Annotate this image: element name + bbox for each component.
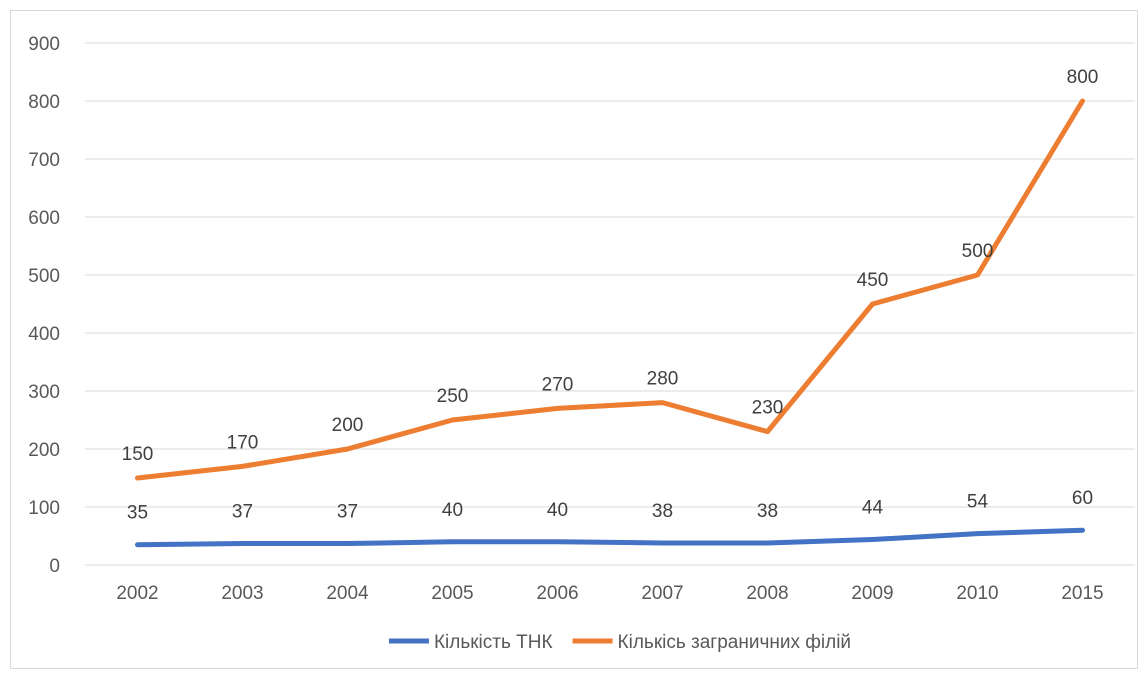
x-tick-label: 2007 (641, 583, 683, 604)
data-label: 250 (437, 386, 469, 407)
data-label: 150 (122, 444, 154, 465)
x-tick-label: 2015 (1061, 583, 1103, 604)
data-label: 38 (652, 501, 673, 522)
series-line-1 (135, 527, 1085, 548)
series-lines (135, 98, 1085, 548)
y-tick-label: 900 (28, 34, 60, 55)
data-label: 500 (962, 241, 994, 262)
y-tick-label: 200 (28, 440, 60, 461)
series-line-2 (135, 98, 1085, 481)
x-tick-label: 2005 (431, 583, 473, 604)
y-tick-label: 600 (28, 208, 60, 229)
x-tick-label: 2003 (221, 583, 263, 604)
data-labels: 35 37 37 40 40 38 38 44 54 60 150 170 200 250 270 280 23… (122, 67, 1099, 524)
y-tick-label: 500 (28, 266, 60, 287)
data-label: 60 (1072, 488, 1093, 509)
data-label: 40 (547, 500, 568, 521)
x-axis-tick-labels: 2002 2003 2004 2005 2006 2007 2008 2009 2010 2015 (116, 583, 1103, 604)
data-label: 44 (862, 497, 884, 518)
data-label: 450 (857, 270, 889, 291)
chart-frame (10, 10, 1138, 669)
x-tick-label: 2006 (536, 583, 578, 604)
data-label: 38 (757, 501, 778, 522)
data-label: 200 (332, 415, 364, 436)
x-tick-label: 2009 (851, 583, 893, 604)
legend-label: Кількісь заграничних філій (618, 632, 852, 653)
x-tick-label: 2004 (326, 583, 369, 604)
data-label: 230 (752, 398, 784, 419)
y-tick-label: 800 (28, 92, 60, 113)
legend: Кількість ТНК Кількісь заграничних філій (388, 632, 852, 653)
y-tick-label: 400 (28, 324, 60, 345)
x-tick-label: 2002 (116, 583, 158, 604)
x-tick-label: 2010 (956, 583, 998, 604)
x-tick-label: 2008 (746, 583, 788, 604)
data-label: 800 (1067, 67, 1099, 88)
data-label: 54 (967, 492, 989, 513)
y-tick-label: 100 (28, 498, 60, 519)
data-label: 37 (337, 502, 358, 523)
y-axis-tick-labels: 0 100 200 300 400 500 600 700 800 900 (28, 34, 60, 577)
data-label: 37 (232, 502, 253, 523)
legend-label: Кількість ТНК (434, 632, 553, 653)
data-label: 170 (227, 432, 259, 453)
data-label: 280 (647, 369, 679, 390)
data-label: 40 (442, 500, 463, 521)
y-tick-label: 0 (49, 556, 60, 577)
y-tick-label: 300 (28, 382, 60, 403)
y-tick-label: 700 (28, 150, 60, 171)
gridlines (85, 42, 1135, 566)
data-label: 35 (127, 503, 148, 524)
data-label: 270 (542, 374, 574, 395)
